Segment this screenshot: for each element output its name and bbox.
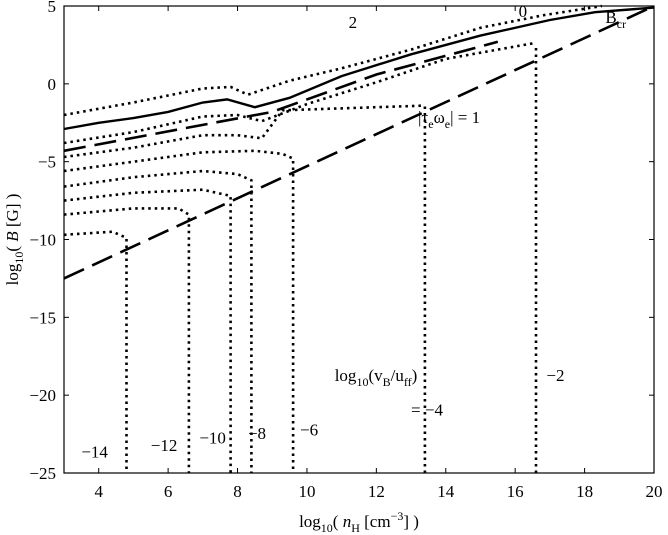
series-line-dotted — [63, 188, 232, 473]
annotation-label: log10(vB/uff) — [335, 366, 418, 389]
series-layer — [63, 4, 655, 473]
x-tick-label: 6 — [164, 482, 173, 501]
series-line-dashed — [63, 40, 499, 153]
annotation-label: = −4 — [411, 400, 443, 419]
x-tick-label: 16 — [507, 482, 524, 501]
x-axis-title: log10( nH [cm−3] ) — [299, 509, 419, 535]
x-tick-label: 8 — [233, 482, 242, 501]
annotation-label: −14 — [81, 442, 108, 461]
x-tick-label: 20 — [646, 482, 663, 501]
annotation-label: −10 — [199, 428, 226, 447]
series-line-dotted — [63, 169, 253, 473]
x-tick-label: 10 — [298, 482, 315, 501]
series-line-dashed — [63, 4, 655, 280]
y-tick-label: 5 — [48, 0, 57, 16]
y-tick-label: −5 — [38, 153, 56, 172]
plot-border — [63, 5, 655, 474]
series-line-dotted — [63, 207, 191, 473]
annotation-layer: 2 0 Bcr |τeωe| = 1 log10(vB/uff) = −4 −2 −6 −8 −1… — [81, 2, 626, 462]
annotation-label: −12 — [151, 436, 178, 455]
annotation-label: |τeωe| = 1 — [418, 108, 480, 131]
series-line-solid — [63, 6, 655, 131]
annotation-label: Bcr — [605, 8, 626, 31]
y-tick-label: −15 — [29, 308, 56, 327]
x-tick-label: 14 — [437, 482, 455, 501]
axes-frame — [63, 5, 655, 474]
annotation-label: 0 — [519, 2, 528, 21]
series-line-dotted — [63, 230, 128, 473]
series-line-dotted — [63, 42, 533, 145]
y-tick-label: −25 — [29, 464, 56, 483]
annotation-label: −2 — [546, 366, 564, 385]
y-tick-label: −20 — [29, 386, 56, 405]
x-tick-label: 12 — [368, 482, 385, 501]
y-axis-title: log10( B [G] ) — [3, 194, 26, 286]
x-tick-label: 4 — [94, 482, 103, 501]
series-line-dotted — [63, 104, 425, 159]
x-tick-label: 18 — [576, 482, 593, 501]
annotation-label: 2 — [349, 13, 358, 32]
series-line-dotted — [63, 4, 603, 117]
y-tick-label: 0 — [48, 75, 57, 94]
annotation-label: −8 — [248, 424, 266, 443]
y-tick-label: −10 — [29, 231, 56, 250]
annotation-label: −6 — [300, 421, 318, 440]
